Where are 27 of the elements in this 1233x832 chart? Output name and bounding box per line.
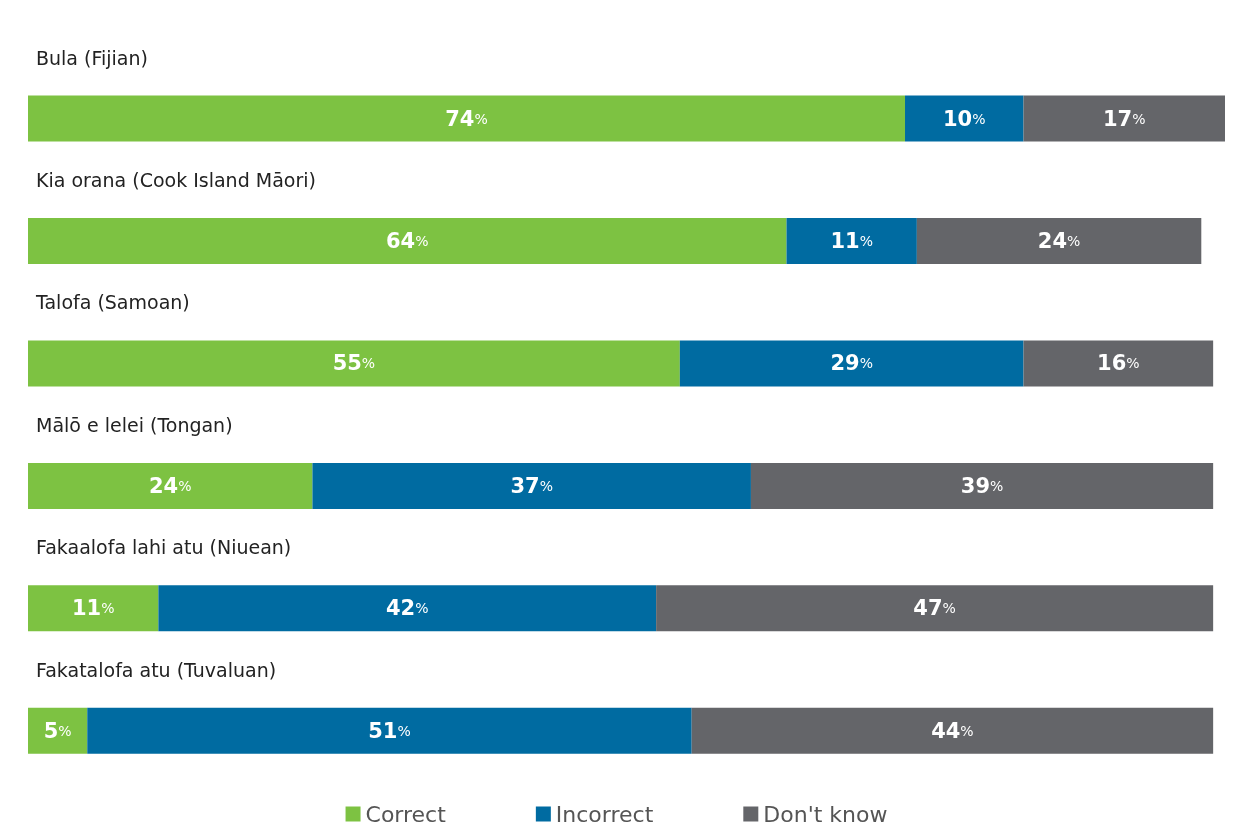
data-label: 74% — [445, 106, 488, 131]
data-label: 42% — [385, 596, 429, 621]
data-label: 10% — [943, 106, 986, 131]
data-label: 51% — [368, 718, 411, 743]
data-label: 47% — [913, 596, 956, 621]
data-label: 5% — [43, 718, 72, 743]
legend-label: Correct — [365, 801, 447, 827]
y-tick-label: Fakatalofa atu (Tuvaluan) — [36, 658, 277, 681]
data-label: 24% — [1037, 229, 1081, 253]
data-label: 11% — [830, 229, 873, 253]
data-label: 16% — [1097, 351, 1140, 376]
legend-label: Don't know — [763, 801, 888, 827]
data-label: 11% — [71, 596, 115, 621]
data-label: 37% — [510, 473, 553, 498]
data-label: 64% — [385, 229, 429, 253]
data-label: 55% — [332, 351, 376, 376]
y-tick-label: Talofa (Samoan) — [35, 291, 190, 314]
legend-label: Incorrect — [555, 801, 654, 827]
y-tick-label: Fakaalofa lahi atu (Niuean) — [36, 536, 292, 559]
y-tick-label: Kia orana (Cook Island Māori) — [36, 169, 316, 191]
data-label: 39% — [960, 473, 1004, 498]
y-tick-label: Mālō e lelei (Tongan) — [36, 413, 233, 436]
data-label: 44% — [931, 718, 974, 743]
data-label: 24% — [148, 473, 192, 498]
y-tick-label: Bula (Fijian) — [36, 46, 148, 69]
data-label: 17% — [1102, 106, 1146, 131]
data-label: 29% — [830, 351, 873, 376]
